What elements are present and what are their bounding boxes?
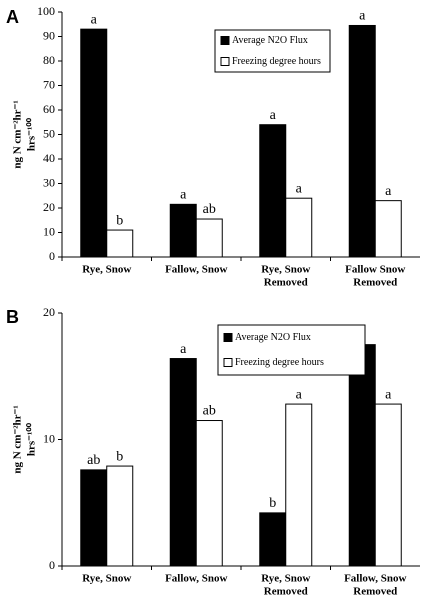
bar [285, 197, 313, 258]
panel-label: A [6, 7, 19, 27]
legend-label: Average N2O Flux [235, 332, 311, 343]
y-tick-label: 10 [43, 224, 55, 238]
bar-annotation: ab [87, 453, 100, 468]
panel-label: B [6, 307, 19, 327]
x-tick-label: Removed [264, 277, 308, 289]
bar [348, 24, 376, 258]
bar [106, 465, 134, 567]
y-axis-label: hrs⁻¹⁰⁰ [26, 117, 38, 151]
y-tick-label: 100 [37, 4, 55, 18]
bar-annotation: a [385, 184, 392, 199]
bar-annotation: a [385, 387, 392, 402]
x-tick-label: Fallow, Snow [165, 264, 227, 276]
y-tick-label: 20 [43, 305, 55, 319]
bar [169, 203, 197, 258]
legend-label: Freezing degree hours [235, 357, 324, 368]
y-tick-label: 20 [43, 200, 55, 214]
x-tick-label: Removed [353, 277, 397, 289]
y-axis-label: hrs⁻¹⁰⁰ [26, 422, 38, 456]
bar [259, 124, 287, 258]
legend-swatch [220, 36, 230, 45]
bar [106, 229, 134, 258]
y-tick-label: 80 [43, 53, 55, 67]
bar-annotation: a [359, 9, 366, 24]
bar-annotation: a [180, 188, 187, 203]
x-tick-label: Removed [353, 586, 397, 598]
bar [374, 403, 402, 567]
y-tick-label: 40 [43, 151, 55, 165]
y-tick-label: 0 [49, 558, 55, 572]
bar [80, 28, 108, 258]
y-tick-label: 60 [43, 102, 55, 116]
legend-box [217, 324, 366, 376]
y-tick-label: 0 [49, 249, 55, 263]
bar-annotation: ab [203, 202, 216, 217]
bar [195, 218, 223, 258]
x-tick-label: Rye, Snow [261, 573, 310, 585]
legend-label: Freezing degree hours [232, 56, 321, 67]
bar-annotation: b [116, 213, 123, 228]
y-tick-label: 10 [43, 431, 55, 445]
x-tick-label: Fallow Snow [345, 264, 405, 276]
y-tick-label: 50 [43, 126, 55, 140]
bar-annotation: b [269, 496, 276, 511]
bar [374, 200, 402, 258]
bar-annotation: a [270, 108, 277, 123]
bar [348, 344, 376, 567]
x-tick-label: Fallow, Snow [165, 573, 227, 585]
bar-annotation: b [116, 449, 123, 464]
y-tick-label: 70 [43, 77, 55, 91]
x-tick-label: Rye, Snow [261, 264, 310, 276]
bar-annotation: a [180, 342, 187, 357]
legend-box [214, 29, 331, 73]
bar [285, 403, 313, 567]
bar [80, 469, 108, 567]
y-axis-label: ng N cm⁻²hr⁻¹ [12, 405, 24, 473]
x-tick-label: Fallow, Snow [344, 573, 406, 585]
y-tick-label: 90 [43, 28, 55, 42]
bar [169, 358, 197, 567]
x-tick-label: Rye, Snow [82, 264, 131, 276]
legend-label: Average N2O Flux [232, 35, 308, 46]
bar [259, 512, 287, 567]
bar [195, 420, 223, 567]
legend-swatch [220, 57, 230, 66]
y-tick-label: 30 [43, 175, 55, 189]
y-axis-label: ng N cm⁻²hr⁻¹ [12, 100, 24, 168]
legend-swatch [223, 333, 233, 342]
bar-annotation: ab [203, 404, 216, 419]
legend-swatch [223, 358, 233, 367]
x-tick-label: Rye, Snow [82, 573, 131, 585]
bar-annotation: a [296, 181, 303, 196]
bar-annotation: a [296, 387, 303, 402]
bar-annotation: a [91, 12, 98, 27]
x-tick-label: Removed [264, 586, 308, 598]
